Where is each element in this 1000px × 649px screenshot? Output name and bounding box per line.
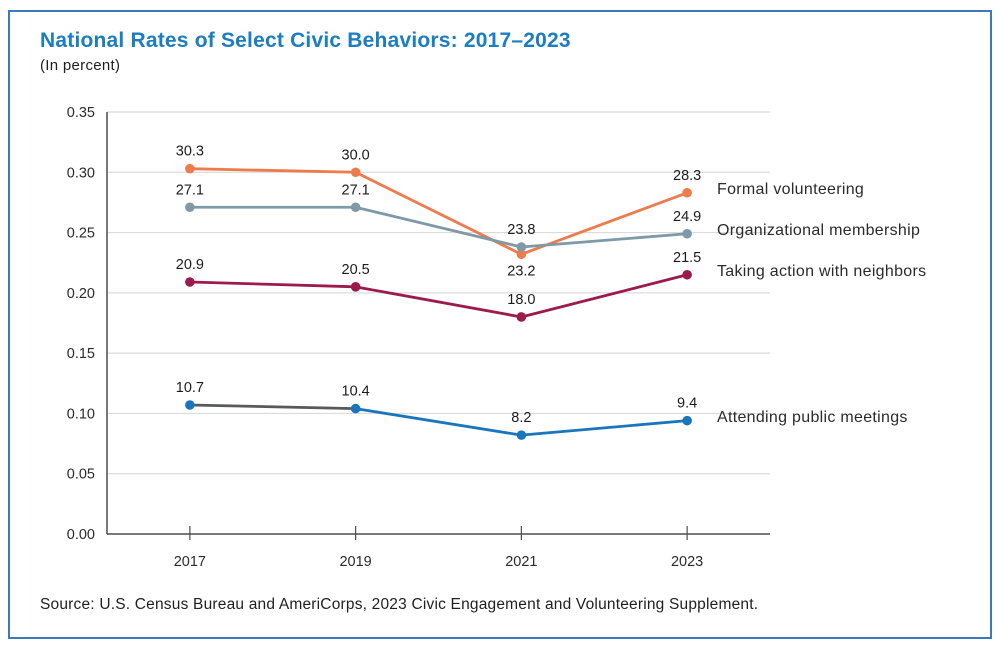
data-point-label: 23.2 — [507, 263, 535, 279]
series-label: Attending public meetings — [717, 409, 908, 426]
series-line-segment — [188, 403, 358, 411]
y-tick-label: 0.20 — [67, 286, 95, 302]
data-point-marker — [682, 415, 692, 426]
data-point-marker — [350, 403, 361, 414]
x-tick-label: 2021 — [505, 554, 537, 570]
data-point-label: 24.9 — [673, 209, 701, 225]
data-point-label: 20.9 — [176, 257, 204, 273]
series-label: Organizational membership — [717, 222, 920, 239]
data-point-marker — [185, 277, 195, 287]
data-point-label: 23.8 — [507, 222, 535, 238]
data-point-marker — [185, 400, 195, 410]
data-point-marker — [516, 312, 527, 322]
data-point-marker — [682, 228, 692, 239]
data-point-marker — [516, 249, 527, 260]
y-tick-label: 0.30 — [67, 165, 95, 181]
chart-title: National Rates of Select Civic Behaviors… — [40, 29, 571, 52]
x-tick-label: 2017 — [174, 554, 206, 570]
data-point-marker — [185, 163, 195, 174]
y-tick-label: 0.10 — [67, 406, 95, 422]
chart-subtitle: (In percent) — [40, 57, 121, 74]
x-tick-label: 2019 — [339, 554, 371, 570]
data-point-marker — [350, 167, 361, 178]
source-note: Source: U.S. Census Bureau and AmeriCorp… — [40, 596, 759, 613]
data-point-label: 8.2 — [511, 410, 531, 426]
y-tick-label: 0.00 — [67, 527, 95, 543]
data-point-label: 21.5 — [673, 250, 701, 266]
series-line-segment — [519, 232, 689, 249]
data-point-label: 18.0 — [507, 292, 535, 308]
data-point-marker — [682, 187, 692, 198]
series-line-segment — [354, 285, 523, 319]
data-point-marker — [185, 202, 195, 213]
series-line-segment — [188, 167, 358, 174]
data-point-label: 9.4 — [677, 396, 697, 412]
data-point-label: 10.4 — [342, 384, 370, 400]
data-point-label: 28.3 — [673, 168, 701, 184]
series-line-segment — [354, 407, 523, 437]
data-point-marker — [516, 430, 527, 440]
data-point-marker — [516, 242, 527, 252]
y-tick-label: 0.25 — [67, 226, 95, 242]
data-point-label: 20.5 — [342, 262, 370, 278]
data-point-label: 10.7 — [176, 380, 204, 396]
x-tick-label: 2023 — [671, 554, 703, 570]
series-label: Formal volunteering — [717, 181, 864, 198]
series-label: Taking action with neighbors — [717, 263, 926, 280]
y-tick-label: 0.35 — [67, 105, 95, 121]
series-line-segment — [519, 273, 689, 319]
data-point-label: 30.0 — [342, 147, 370, 163]
series-line-segment — [354, 205, 523, 249]
y-tick-label: 0.15 — [67, 346, 95, 362]
data-point-label: 27.1 — [342, 182, 370, 198]
data-point-label: 27.1 — [176, 182, 204, 198]
data-point-marker — [350, 282, 361, 292]
series-line-segment — [519, 419, 689, 437]
y-tick-label: 0.05 — [67, 467, 95, 483]
data-point-label: 30.3 — [176, 144, 204, 160]
series-line-segment — [188, 280, 358, 289]
data-point-marker — [682, 269, 692, 280]
data-point-marker — [350, 202, 361, 213]
